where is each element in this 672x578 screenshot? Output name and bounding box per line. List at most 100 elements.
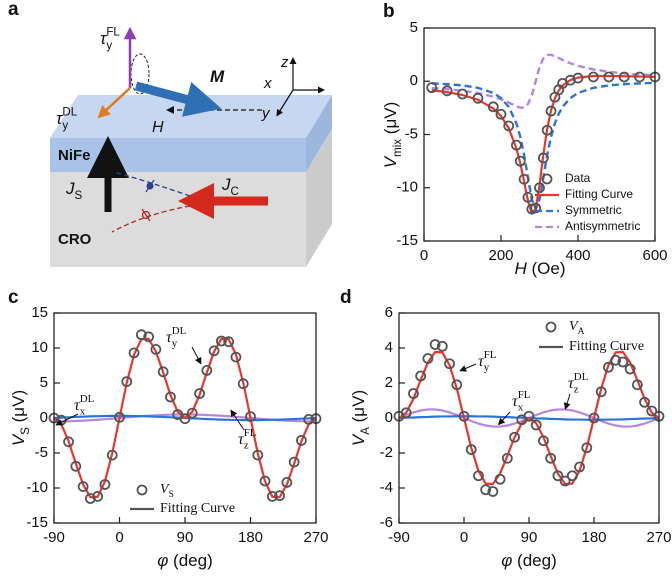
label-part: z — [244, 439, 249, 451]
data-point — [150, 343, 162, 355]
annotation-arrow — [563, 393, 571, 410]
label-part: y — [172, 337, 178, 349]
data-point — [487, 101, 499, 113]
diagram-label: CRO — [58, 231, 92, 248]
data-point — [426, 82, 438, 94]
annotation-arrow — [497, 411, 511, 426]
data-point — [84, 493, 96, 504]
label-part: τ — [238, 431, 245, 448]
legend-label: Fitting Curve — [160, 501, 235, 516]
data-point — [458, 410, 470, 422]
legend-label: Fitting Curve — [565, 187, 633, 201]
data-point — [509, 431, 520, 443]
label-part: φ — [501, 551, 512, 570]
data-point — [501, 452, 513, 464]
label-part: φ — [157, 551, 168, 570]
data-point — [617, 356, 629, 368]
data-point — [436, 340, 448, 352]
label-part: τ — [100, 29, 108, 48]
legend-label: Data — [565, 171, 591, 185]
data-point — [179, 413, 191, 425]
legend-label: Symmetric — [565, 203, 622, 217]
data-point — [572, 72, 584, 84]
label-part: τ — [166, 329, 173, 346]
diagram-label: M — [210, 67, 225, 86]
data-point — [588, 412, 600, 424]
y-tick-label: 4 — [385, 339, 393, 356]
y-tick-label: 0 — [385, 409, 393, 426]
data-point — [603, 71, 615, 83]
series-line — [398, 350, 660, 486]
y-tick-label: 0 — [40, 409, 48, 426]
x-tick-label: 270 — [646, 529, 671, 546]
label-part: y — [261, 105, 271, 122]
annotation: τyFL — [478, 348, 496, 373]
data-point — [566, 470, 578, 482]
data-point — [288, 456, 300, 468]
label-part: (Oe) — [527, 259, 566, 278]
data-point — [230, 351, 242, 363]
x-tick-label: -90 — [43, 529, 65, 546]
y-axis-label: VA (μV) — [349, 390, 372, 446]
x-axis-label: φ (deg) — [157, 551, 213, 570]
label-part: M — [210, 67, 225, 86]
x-tick-label: 200 — [488, 247, 513, 264]
data-point — [639, 396, 650, 408]
data-point — [296, 434, 307, 446]
data-point — [624, 363, 636, 375]
data-point — [441, 85, 453, 97]
nife-side-face — [306, 95, 332, 172]
y-tick-label: -6 — [380, 514, 393, 531]
label-part: DL — [80, 392, 95, 404]
data-point — [530, 419, 542, 431]
data-point — [541, 124, 553, 136]
data-point — [503, 120, 515, 132]
plot-frame — [423, 27, 656, 242]
torque-dl-arrow — [97, 87, 131, 119]
x-tick-label: 0 — [420, 247, 428, 264]
label-part: mix — [392, 139, 404, 157]
x-axis-label: H (Oe) — [514, 259, 565, 278]
plot-frame — [53, 312, 317, 524]
cro-front-face — [50, 172, 306, 267]
label-part: τ — [512, 393, 519, 410]
spin-down — [141, 210, 151, 220]
data-point — [237, 378, 249, 390]
panel-label: a — [8, 0, 19, 20]
label-part: τ — [74, 397, 81, 414]
data-point — [208, 345, 220, 357]
data-point — [574, 461, 585, 473]
data-point — [487, 486, 499, 497]
y-tick-label: 10 — [31, 339, 48, 356]
data-point — [429, 339, 441, 350]
label-part: (μV) — [349, 390, 368, 427]
label-part: C — [231, 186, 239, 198]
data-point — [480, 484, 492, 496]
label-part: S — [20, 427, 32, 435]
spin-up-axis — [145, 179, 155, 193]
series-line — [53, 337, 317, 499]
y-tick-label: -15 — [396, 232, 418, 249]
panel-label: d — [340, 287, 352, 308]
data-point — [451, 379, 463, 391]
data-point — [646, 405, 658, 417]
data-point — [472, 92, 484, 104]
data-point — [559, 475, 571, 487]
data-point — [545, 452, 557, 464]
data-point — [618, 71, 630, 83]
data-point — [538, 435, 549, 447]
y-axis-label: Vmix (μV) — [381, 102, 404, 169]
label-part: FL — [244, 426, 257, 438]
label-part: FL — [106, 26, 120, 38]
label-part: H — [514, 259, 527, 278]
label-part: J — [65, 179, 75, 198]
magnetization-arrow — [134, 81, 222, 117]
data-point — [128, 347, 140, 359]
data-point — [281, 476, 293, 488]
data-point — [518, 173, 530, 185]
data-point — [143, 331, 155, 343]
label-part: x — [80, 405, 86, 417]
x-tick-label: 0 — [115, 529, 123, 546]
data-point — [415, 370, 427, 382]
